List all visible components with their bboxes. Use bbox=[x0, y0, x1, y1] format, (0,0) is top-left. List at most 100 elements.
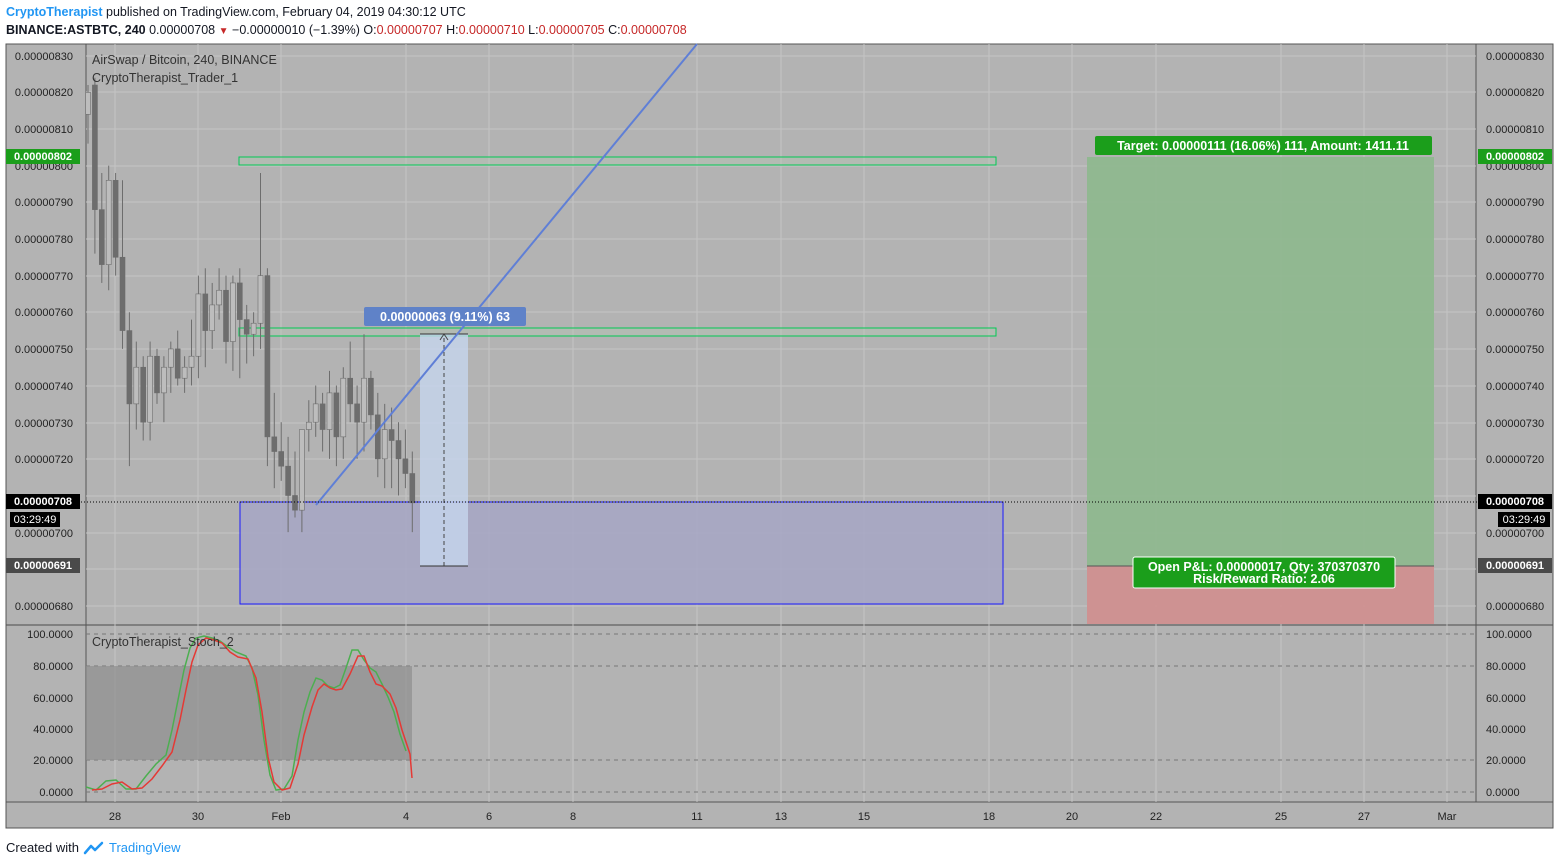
candle[interactable] bbox=[278, 422, 285, 481]
candle[interactable] bbox=[340, 367, 347, 459]
high-value: 0.00000710 bbox=[458, 23, 525, 37]
candle[interactable] bbox=[409, 451, 416, 533]
candle[interactable] bbox=[388, 407, 395, 489]
candle[interactable] bbox=[209, 282, 215, 349]
candle[interactable] bbox=[154, 348, 160, 404]
time-axis[interactable] bbox=[6, 802, 1553, 828]
price-tick-right: 0.00000680 bbox=[1486, 601, 1544, 613]
time-tick: 22 bbox=[1150, 811, 1162, 823]
candle[interactable] bbox=[305, 400, 312, 452]
candle[interactable] bbox=[257, 172, 264, 349]
candle[interactable] bbox=[188, 319, 195, 386]
resistance-zone-upper[interactable] bbox=[238, 156, 997, 166]
candle[interactable] bbox=[230, 275, 236, 371]
measure-label-box[interactable] bbox=[364, 307, 526, 326]
legend-indicator[interactable]: CryptoTherapist_Trader_1 bbox=[92, 71, 238, 85]
candle[interactable] bbox=[92, 77, 98, 254]
left-price-axis[interactable] bbox=[6, 44, 86, 624]
candle[interactable] bbox=[223, 275, 229, 364]
candle[interactable] bbox=[395, 422, 402, 496]
candle[interactable] bbox=[237, 268, 243, 379]
candle[interactable] bbox=[86, 85, 91, 144]
candle[interactable] bbox=[299, 429, 305, 533]
footer: Created with TradingView bbox=[6, 840, 181, 855]
candle[interactable] bbox=[174, 330, 181, 386]
time-tick: Mar bbox=[1438, 811, 1457, 823]
time-tick: 11 bbox=[691, 811, 702, 823]
stoch-tick-left: 40.0000 bbox=[33, 724, 73, 736]
stop-price-tag-right bbox=[1478, 558, 1552, 573]
trendline[interactable] bbox=[315, 43, 698, 506]
candle[interactable] bbox=[119, 180, 126, 349]
candlestick-series[interactable] bbox=[86, 77, 416, 533]
candle[interactable] bbox=[202, 268, 209, 368]
candle[interactable] bbox=[402, 429, 409, 489]
candle[interactable] bbox=[312, 385, 319, 437]
candle[interactable] bbox=[195, 275, 202, 379]
profit-zone[interactable] bbox=[1087, 157, 1434, 566]
target-price-tag-left-text: 0.00000802 bbox=[14, 151, 72, 163]
candle[interactable] bbox=[333, 385, 340, 467]
pnl-label-box[interactable] bbox=[1132, 556, 1396, 589]
open-value: 0.00000707 bbox=[376, 23, 443, 37]
target-price-tag-right bbox=[1478, 149, 1552, 164]
target-price-tag-left bbox=[6, 149, 80, 164]
candle[interactable] bbox=[264, 268, 271, 467]
legend-title[interactable]: AirSwap / Bitcoin, 240, BINANCE bbox=[92, 53, 277, 67]
price-tick-right: 0.00000830 bbox=[1486, 51, 1544, 63]
symbol-label: BINANCE:ASTBTC, 240 bbox=[6, 23, 146, 37]
price-tick-right: 0.00000740 bbox=[1486, 381, 1544, 393]
candle[interactable] bbox=[181, 356, 188, 393]
candle[interactable] bbox=[112, 172, 119, 276]
target-label-box[interactable] bbox=[1095, 136, 1432, 155]
stoch-tick-right: 40.0000 bbox=[1486, 724, 1526, 736]
candle[interactable] bbox=[168, 341, 174, 393]
candle[interactable] bbox=[250, 312, 257, 357]
candle[interactable] bbox=[368, 370, 374, 430]
candle[interactable] bbox=[354, 385, 360, 459]
resistance-zone-lower[interactable] bbox=[238, 327, 997, 337]
candle[interactable] bbox=[99, 172, 105, 283]
stop-price-tag-left bbox=[6, 558, 80, 573]
right-stoch-axis[interactable] bbox=[1476, 626, 1553, 802]
countdown-tag-left-text: 03:29:49 bbox=[14, 514, 57, 526]
time-tick: 8 bbox=[570, 811, 576, 823]
candle[interactable] bbox=[147, 341, 153, 441]
author-link[interactable]: CryptoTherapist bbox=[6, 5, 103, 19]
candle[interactable] bbox=[243, 304, 250, 364]
countdown-tag-right-text: 03:29:49 bbox=[1503, 514, 1546, 526]
close-value: 0.00000708 bbox=[620, 23, 687, 37]
candle[interactable] bbox=[347, 341, 354, 423]
candle[interactable] bbox=[161, 356, 167, 423]
candle[interactable] bbox=[105, 165, 112, 291]
stoch-tick-right: 0.0000 bbox=[1486, 787, 1520, 799]
current-price-tag-right-text: 0.00000708 bbox=[1486, 496, 1544, 508]
candle[interactable] bbox=[126, 312, 133, 467]
candle[interactable] bbox=[216, 268, 222, 320]
stoch-legend[interactable]: CryptoTherapist_Stoch_2 bbox=[92, 635, 234, 649]
candle[interactable] bbox=[361, 334, 367, 452]
ohlc-header: BINANCE:ASTBTC, 240 0.00000708 ▼ −0.0000… bbox=[6, 23, 687, 37]
candle[interactable] bbox=[326, 370, 333, 459]
candle[interactable] bbox=[271, 392, 278, 489]
candle[interactable] bbox=[292, 451, 298, 518]
price-tick-left: 0.00000820 bbox=[15, 87, 73, 99]
price-tick-right: 0.00000780 bbox=[1486, 234, 1544, 246]
candle[interactable] bbox=[374, 392, 381, 478]
candle[interactable] bbox=[133, 341, 140, 430]
candle[interactable] bbox=[285, 436, 291, 533]
left-stoch-axis[interactable] bbox=[6, 626, 86, 802]
candle[interactable] bbox=[140, 356, 146, 441]
current-price-tag-right bbox=[1478, 494, 1552, 509]
stoch-k-line bbox=[85, 635, 407, 791]
candle[interactable] bbox=[319, 392, 326, 452]
candle[interactable] bbox=[381, 403, 388, 489]
price-tick-left: 0.00000830 bbox=[15, 51, 73, 63]
support-zone[interactable] bbox=[239, 501, 1004, 605]
price-tick-left: 0.00000750 bbox=[15, 344, 73, 356]
tradingview-brand[interactable]: TradingView bbox=[108, 840, 181, 855]
price-tick-right: 0.00000810 bbox=[1486, 124, 1544, 136]
right-price-axis[interactable] bbox=[1476, 44, 1553, 624]
stoch-tick-left: 100.0000 bbox=[27, 629, 73, 641]
